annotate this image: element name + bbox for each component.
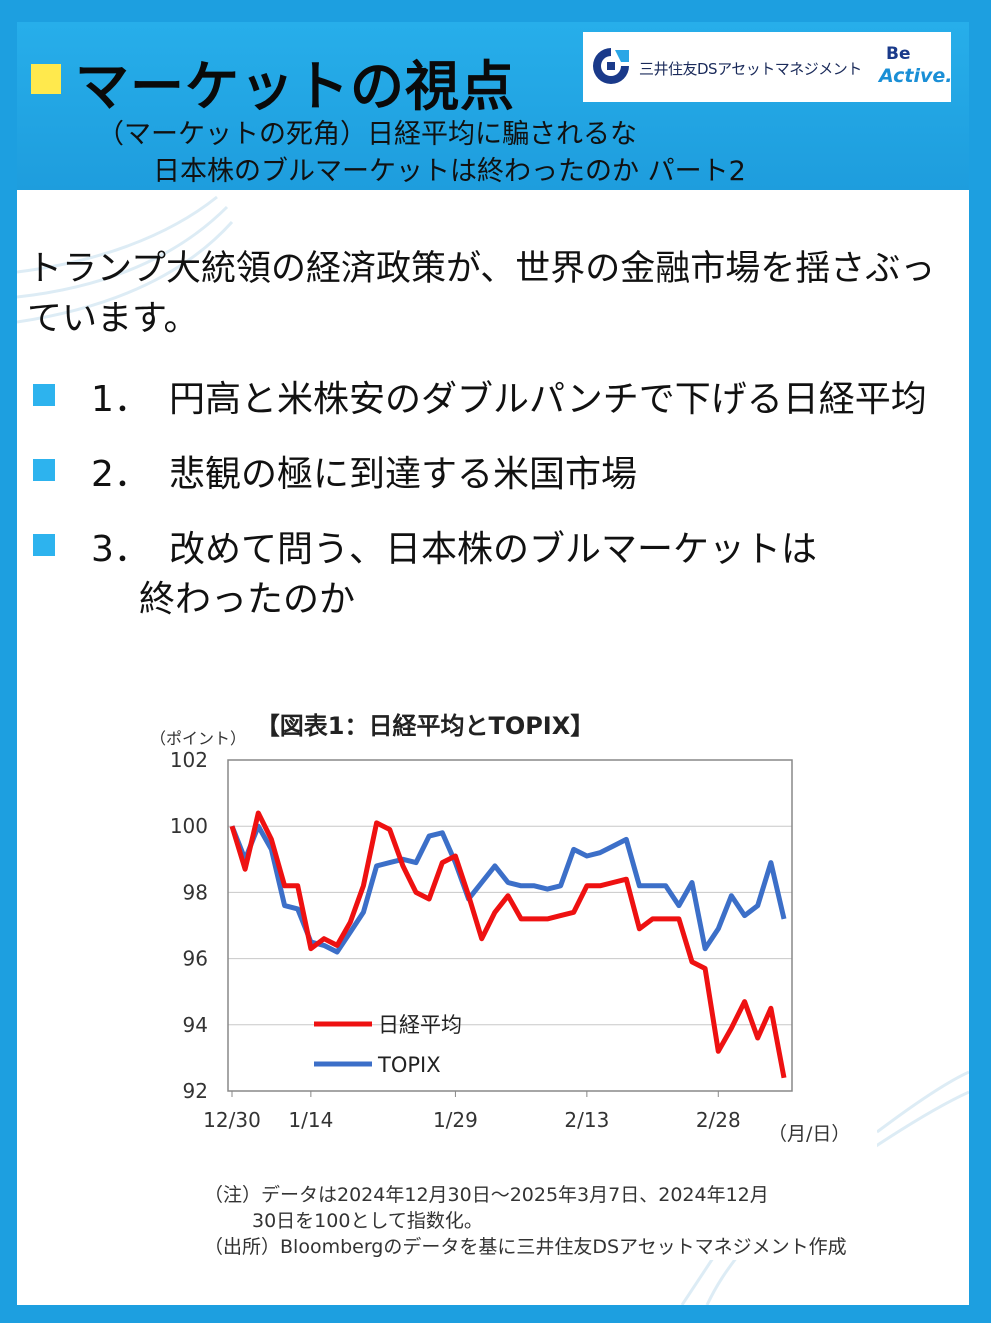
x-tick-label: 12/30 [203, 1108, 261, 1132]
bullet-3-number: 3． [91, 529, 150, 570]
series-line-nikkei [229, 810, 787, 1079]
y-tick-label: 94 [183, 1013, 208, 1037]
plot-area-border [227, 759, 793, 1092]
x-tick-labels: 12/30 1/14 1/29 2/13 2/28 [203, 1091, 741, 1132]
x-axis-label: （月/日） [768, 1123, 850, 1145]
slide-frame: マーケットの視点 （マーケットの死角）日経平均に騙されるな 日本株のブルマーケッ… [17, 22, 969, 1305]
x-tick-label: 1/29 [433, 1108, 478, 1132]
header-banner: マーケットの視点 （マーケットの死角）日経平均に騙されるな 日本株のブルマーケッ… [17, 22, 969, 190]
y-tick-label: 92 [183, 1079, 208, 1103]
bullet-square-icon [33, 459, 55, 481]
y-tick-labels: 92 94 96 98 100 102 [170, 748, 208, 1103]
subtitle-line-2: 日本株のブルマーケットは終わったのか パート2 [153, 156, 746, 187]
bullet-3-text-line2: 終わったのか [139, 579, 356, 620]
series-lines [229, 810, 787, 1079]
y-tick-label: 102 [170, 748, 208, 772]
bullet-2-text: 悲観の極に到達する米国市場 [169, 454, 638, 495]
x-tick-label: 1/14 [288, 1108, 333, 1132]
company-logo: 三井住友DSアセットマネジメント Be Active. [583, 32, 953, 102]
legend-label: 日経平均 [378, 1013, 462, 1037]
series-line-topix [229, 823, 787, 955]
bullet-square-icon [33, 384, 55, 406]
line-chart: 【図表1：日経平均とTOPIX】 （ポイント） 92 94 96 98 100 102 1… [150, 712, 850, 1145]
subtitle-line-1: （マーケットの死角）日経平均に騙されるな [97, 119, 637, 150]
logo-active-text: Active. [879, 65, 953, 87]
page-title: マーケットの視点 [75, 55, 515, 118]
logo-company-name: 三井住友DSアセットマネジメント [639, 60, 862, 78]
chart-note-line-1: （注）データは2024年12月30日～2025年3月7日、2024年12月 [204, 1184, 769, 1206]
chart-legend: 日経平均 TOPIX [314, 1013, 462, 1077]
x-tick-label: 2/28 [696, 1108, 741, 1132]
x-tick-label: 2/13 [564, 1108, 609, 1132]
bullet-3-text: 改めて問う、日本株のブルマーケットは [169, 529, 818, 570]
bullet-2-number: 2． [91, 454, 150, 495]
chart-container: 【図表1：日経平均とTOPIX】 （ポイント） 92 94 96 98 100 102 1… [128, 694, 877, 1260]
logo-be-text: Be [886, 44, 911, 64]
bullet-1-text: 円高と米株安のダブルパンチで下げる日経平均 [169, 379, 927, 420]
chart-note-line-2: 30日を100として指数化。 [252, 1210, 483, 1232]
background-swoosh-decoration [17, 195, 969, 1305]
grid-lines [228, 825, 792, 1026]
bullet-1-number: 1． [91, 379, 150, 420]
lead-paragraph: トランプ大統領の経済政策が、世界の金融市場を揺さぶっています。 [27, 249, 936, 339]
bullet-square-icon [33, 534, 55, 556]
y-axis-label: （ポイント） [150, 729, 246, 748]
title-square-icon [31, 64, 61, 94]
y-tick-label: 98 [183, 880, 208, 904]
y-tick-label: 100 [170, 814, 208, 838]
logo-mark-icon [593, 48, 629, 84]
chart-title: 【図表1：日経平均とTOPIX】 [256, 712, 595, 740]
chart-source: （出所）Bloombergのデータを基に三井住友DSアセットマネジメント作成 [204, 1236, 847, 1258]
legend-label: TOPIX [377, 1053, 441, 1077]
y-tick-label: 96 [183, 947, 208, 971]
